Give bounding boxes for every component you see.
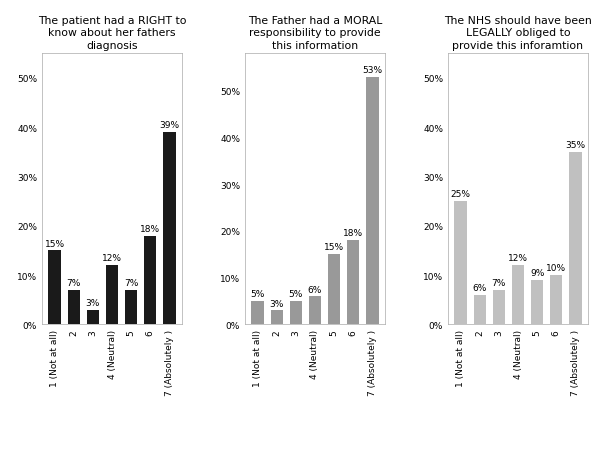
Text: 10%: 10% xyxy=(546,263,566,272)
Bar xyxy=(125,290,137,325)
Bar xyxy=(271,311,283,325)
Bar xyxy=(106,266,118,325)
Bar xyxy=(251,301,264,325)
Text: 15%: 15% xyxy=(324,243,344,252)
Bar xyxy=(531,281,544,325)
Bar xyxy=(569,152,581,325)
Text: 3%: 3% xyxy=(86,298,100,307)
Title: The NHS should have been
LEGALLY obliged to
provide this inforamtion: The NHS should have been LEGALLY obliged… xyxy=(444,16,592,51)
Bar xyxy=(86,310,99,325)
Text: 6%: 6% xyxy=(308,285,322,294)
Text: 18%: 18% xyxy=(140,224,160,233)
Bar xyxy=(328,255,340,325)
Bar xyxy=(366,78,379,325)
Bar xyxy=(550,276,562,325)
Text: 15%: 15% xyxy=(44,239,65,248)
Bar xyxy=(512,266,524,325)
Bar xyxy=(473,295,486,325)
Text: 7%: 7% xyxy=(124,278,139,287)
Bar xyxy=(493,290,505,325)
Text: 12%: 12% xyxy=(508,254,528,263)
Text: 12%: 12% xyxy=(102,254,122,263)
Title: The Father had a MORAL
responsibility to provide
this information: The Father had a MORAL responsibility to… xyxy=(248,16,382,51)
Title: The patient had a RIGHT to
know about her fathers
diagnosis: The patient had a RIGHT to know about he… xyxy=(38,16,186,51)
Bar xyxy=(49,251,61,325)
Text: 5%: 5% xyxy=(289,290,303,299)
Text: 35%: 35% xyxy=(565,141,586,150)
Bar xyxy=(347,241,359,325)
Bar xyxy=(309,297,321,325)
Text: 53%: 53% xyxy=(362,66,382,75)
Text: 5%: 5% xyxy=(250,290,265,299)
Bar xyxy=(144,236,157,325)
Bar xyxy=(290,301,302,325)
Text: 18%: 18% xyxy=(343,229,364,238)
Text: 9%: 9% xyxy=(530,268,544,277)
Text: 6%: 6% xyxy=(473,283,487,292)
Bar xyxy=(454,202,467,325)
Bar xyxy=(163,133,176,325)
Text: 25%: 25% xyxy=(451,190,470,199)
Text: 3%: 3% xyxy=(269,299,284,308)
Text: 39%: 39% xyxy=(160,121,179,130)
Bar xyxy=(68,290,80,325)
Text: 7%: 7% xyxy=(491,278,506,287)
Text: 7%: 7% xyxy=(67,278,81,287)
